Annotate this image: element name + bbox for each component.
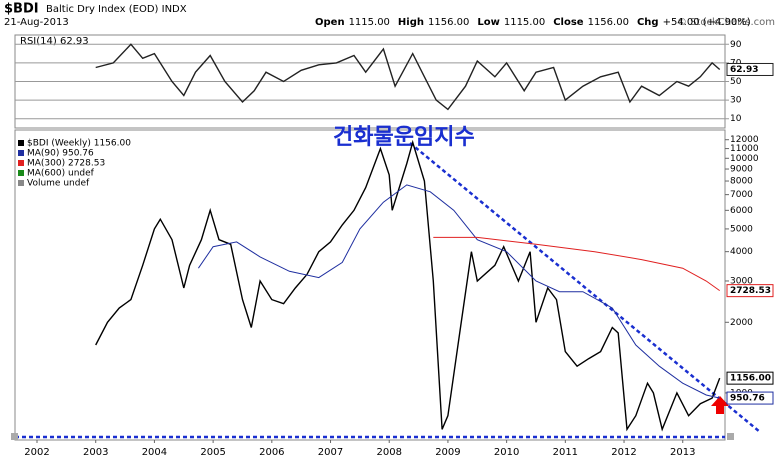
x-tick-label: 2002 [24,447,49,458]
x-tick-label: 2007 [318,447,343,458]
price-panel [14,129,726,441]
legend-swatch [18,170,24,176]
y-tick-label: 9000 [730,165,753,175]
handle [11,433,18,440]
y-tick-label: 50 [730,77,742,87]
x-tick-label: 2005 [200,447,225,458]
end-label: 950.76 [730,394,765,404]
y-tick-label: 10 [730,114,742,124]
end-label: 2728.53 [730,286,771,296]
quote-label: Chg [637,17,659,28]
series-line [95,139,721,432]
index-name: Baltic Dry Index (EOD) INDX [46,4,187,15]
legend-label: $BDI (Weekly) 1156.00 [27,139,131,149]
y-tick-label: 6000 [730,206,753,216]
quote-label: Open [315,17,345,28]
x-tick-label: 2011 [553,447,578,458]
legend-swatch [18,150,24,156]
x-tick-label: 2004 [142,447,167,458]
credit: © StockCharts.com [677,17,775,28]
legend-swatch [18,180,24,186]
series-line [197,184,720,399]
quote-value: 1156.00 [588,17,629,28]
x-tick-label: 2008 [376,447,401,458]
end-tag [726,371,774,385]
trend-line [409,142,761,433]
series-line [433,236,720,292]
quote-value: 1156.00 [428,17,469,28]
quote-label: Close [553,17,584,28]
series-line [95,43,721,111]
y-tick-label: 12000 [730,135,759,145]
legend-swatch [18,140,24,146]
handle [727,433,734,440]
quote-label: High [398,17,424,28]
x-tick-label: 2012 [611,447,636,458]
quote-value: +54.00 (+4.90%) [663,17,751,28]
arrow [711,396,729,414]
x-tick-label: 2009 [435,447,460,458]
quote-value: 1115.00 [504,17,545,28]
y-tick-label: 7000 [730,190,753,200]
y-tick-label: 5000 [730,224,753,234]
annotation: 건화물운임지수 [333,125,475,150]
quote-value: 1115.00 [349,17,390,28]
x-tick-label: 2013 [670,447,695,458]
end-tag [726,62,774,76]
quote-label: Low [477,17,499,28]
y-tick-label: 2000 [730,318,753,328]
date: 21-Aug-2013 [4,17,69,28]
legend-label: MA(90) 950.76 [27,149,94,159]
x-tick-label: 2006 [259,447,284,458]
y-tick-label: 11000 [730,144,759,154]
y-tick-label: 10000 [730,154,759,164]
end-tag [726,284,774,298]
y-tick-label: 90 [730,40,742,50]
x-tick-label: 2010 [494,447,519,458]
symbol: $BDI [4,2,39,17]
y-tick-label: 3000 [730,276,753,286]
y-tick-label: 8000 [730,177,753,187]
end-label: 1156.00 [730,374,771,384]
x-tick-label: 2003 [83,447,108,458]
y-tick-label: 4000 [730,247,753,257]
end-tag [726,391,774,405]
legend-label: Volume undef [27,179,90,189]
legend-swatch [18,160,24,166]
end-label: 62.93 [730,65,758,75]
legend-label: MA(600) undef [27,169,95,179]
y-tick-label: 30 [730,96,742,106]
legend-label: MA(300) 2728.53 [27,159,105,169]
rsi-title: RSI(14) 62.93 [20,36,89,47]
